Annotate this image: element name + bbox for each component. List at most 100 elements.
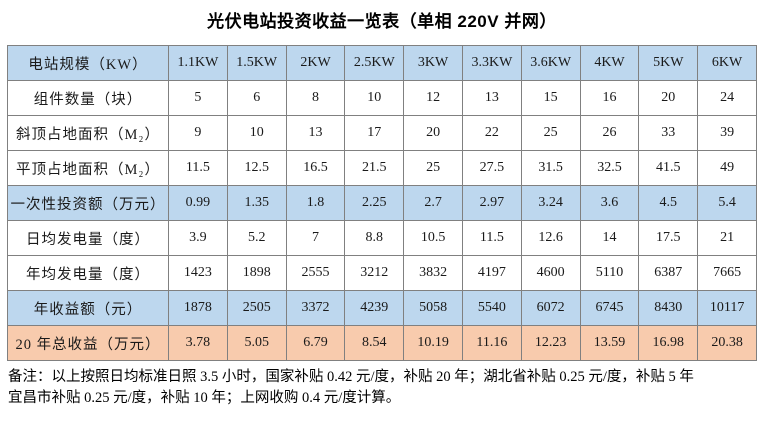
cell: 2KW bbox=[285, 45, 346, 81]
cell: 24 bbox=[697, 80, 757, 116]
cell: 2.25 bbox=[344, 185, 405, 221]
cell: 5.05 bbox=[226, 325, 287, 361]
cell: 12 bbox=[403, 80, 463, 116]
cell: 7 bbox=[285, 220, 346, 256]
cell: 17.5 bbox=[638, 220, 699, 256]
note-line-1: 备注：以上按照日均标准日照 3.5 小时，国家补贴 0.42 元/度，补贴 20… bbox=[8, 369, 694, 385]
cell: 14 bbox=[579, 220, 640, 256]
cell: 22 bbox=[461, 115, 522, 151]
table-row: 组件数量（块） 5 6 8 10 12 13 15 16 20 24 bbox=[7, 80, 757, 116]
cell: 4197 bbox=[461, 255, 522, 291]
cell: 2.5KW bbox=[344, 45, 405, 81]
cell: 12.23 bbox=[520, 325, 581, 361]
cell: 1878 bbox=[168, 290, 228, 326]
row-label: 电站规模（KW） bbox=[7, 45, 169, 81]
cell: 13 bbox=[461, 80, 522, 116]
cell: 3.6 bbox=[579, 185, 640, 221]
row-label: 日均发电量（度） bbox=[7, 220, 169, 256]
row-label: 年均发电量（度） bbox=[7, 255, 169, 291]
cell: 10.19 bbox=[403, 325, 463, 361]
cell: 1.8 bbox=[285, 185, 346, 221]
cell: 3832 bbox=[403, 255, 463, 291]
cell: 4600 bbox=[520, 255, 581, 291]
row-label: 一次性投资额（万元） bbox=[7, 185, 169, 221]
cell: 10117 bbox=[697, 290, 757, 326]
cell: 5 bbox=[168, 80, 228, 116]
cell: 4.5 bbox=[638, 185, 699, 221]
cell: 8.8 bbox=[344, 220, 405, 256]
table-row: 电站规模（KW） 1.1KW 1.5KW 2KW 2.5KW 3KW 3.3KW 3.6KW 4… bbox=[7, 45, 757, 81]
cell: 6745 bbox=[579, 290, 640, 326]
cell: 6KW bbox=[697, 45, 757, 81]
cell: 4239 bbox=[344, 290, 405, 326]
cell: 1.1KW bbox=[168, 45, 228, 81]
cell: 5540 bbox=[461, 290, 522, 326]
cell: 13 bbox=[285, 115, 346, 151]
cell: 49 bbox=[697, 150, 757, 186]
cell: 5058 bbox=[403, 290, 463, 326]
cell: 1898 bbox=[226, 255, 287, 291]
investment-table-body: 电站规模（KW） 1.1KW 1.5KW 2KW 2.5KW 3KW 3.3KW 3.6KW 4… bbox=[7, 45, 757, 361]
cell: 5.4 bbox=[697, 185, 757, 221]
cell: 12.6 bbox=[520, 220, 581, 256]
cell: 11.16 bbox=[461, 325, 522, 361]
cell: 5110 bbox=[579, 255, 640, 291]
table-row: 年均发电量（度） 1423 1898 2555 3212 3832 4197 4600 5110… bbox=[7, 255, 757, 291]
cell: 1.5KW bbox=[226, 45, 287, 81]
cell: 8430 bbox=[638, 290, 699, 326]
cell: 10 bbox=[344, 80, 405, 116]
cell: 3KW bbox=[403, 45, 463, 81]
cell: 8 bbox=[285, 80, 346, 116]
row-label: 年收益额（元） bbox=[7, 290, 169, 326]
cell: 16.98 bbox=[638, 325, 699, 361]
cell: 10 bbox=[226, 115, 287, 151]
cell: 20.38 bbox=[697, 325, 757, 361]
notes: 备注：以上按照日均标准日照 3.5 小时，国家补贴 0.42 元/度，补贴 20… bbox=[8, 367, 756, 409]
cell: 2.7 bbox=[403, 185, 463, 221]
cell: 4KW bbox=[579, 45, 640, 81]
cell: 10.5 bbox=[403, 220, 463, 256]
table-row: 20 年总收益（万元） 3.78 5.05 6.79 8.54 10.19 11.16 12.… bbox=[7, 325, 757, 361]
cell: 9 bbox=[168, 115, 228, 151]
note-line-2: 宜昌市补贴 0.25 元/度，补贴 10 年；上网收购 0.4 元/度计算。 bbox=[8, 390, 401, 406]
cell: 0.99 bbox=[168, 185, 228, 221]
cell: 32.5 bbox=[579, 150, 640, 186]
table-row: 一次性投资额（万元） 0.99 1.35 1.8 2.25 2.7 2.97 3.24 3.6 4… bbox=[7, 185, 757, 221]
cell: 12.5 bbox=[226, 150, 287, 186]
table-row: 平顶占地面积（M₂） 11.5 12.5 16.5 21.5 25 27.5 31.5 32.5… bbox=[7, 150, 757, 186]
cell: 3.24 bbox=[520, 185, 581, 221]
cell: 3.6KW bbox=[520, 45, 581, 81]
cell: 6 bbox=[226, 80, 287, 116]
cell: 21 bbox=[697, 220, 757, 256]
cell: 2555 bbox=[285, 255, 346, 291]
cell: 2505 bbox=[226, 290, 287, 326]
cell: 6387 bbox=[638, 255, 699, 291]
cell: 1423 bbox=[168, 255, 228, 291]
investment-table: 电站规模（KW） 1.1KW 1.5KW 2KW 2.5KW 3KW 3.3KW 3.6KW 4… bbox=[7, 45, 757, 361]
table-row: 日均发电量（度） 3.9 5.2 7 8.8 10.5 11.5 12.6 14 17.5 21 bbox=[7, 220, 757, 256]
row-label: 20 年总收益（万元） bbox=[7, 325, 169, 361]
page-title: 光伏电站投资收益一览表（单相 220V 并网） bbox=[207, 12, 557, 31]
cell: 17 bbox=[344, 115, 405, 151]
cell: 6072 bbox=[520, 290, 581, 326]
cell: 33 bbox=[638, 115, 699, 151]
cell: 6.79 bbox=[285, 325, 346, 361]
cell: 3372 bbox=[285, 290, 346, 326]
cell: 3.3KW bbox=[461, 45, 522, 81]
cell: 1.35 bbox=[226, 185, 287, 221]
row-label: 平顶占地面积（M₂） bbox=[7, 150, 169, 186]
cell: 5KW bbox=[638, 45, 699, 81]
cell: 41.5 bbox=[638, 150, 699, 186]
cell: 11.5 bbox=[168, 150, 228, 186]
cell: 11.5 bbox=[461, 220, 522, 256]
cell: 15 bbox=[520, 80, 581, 116]
cell: 26 bbox=[579, 115, 640, 151]
cell: 20 bbox=[403, 115, 463, 151]
cell: 5.2 bbox=[226, 220, 287, 256]
cell: 7665 bbox=[697, 255, 757, 291]
cell: 2.97 bbox=[461, 185, 522, 221]
table-row: 斜顶占地面积（M₂） 9 10 13 17 20 22 25 26 33 39 bbox=[7, 115, 757, 151]
cell: 3212 bbox=[344, 255, 405, 291]
cell: 13.59 bbox=[579, 325, 640, 361]
